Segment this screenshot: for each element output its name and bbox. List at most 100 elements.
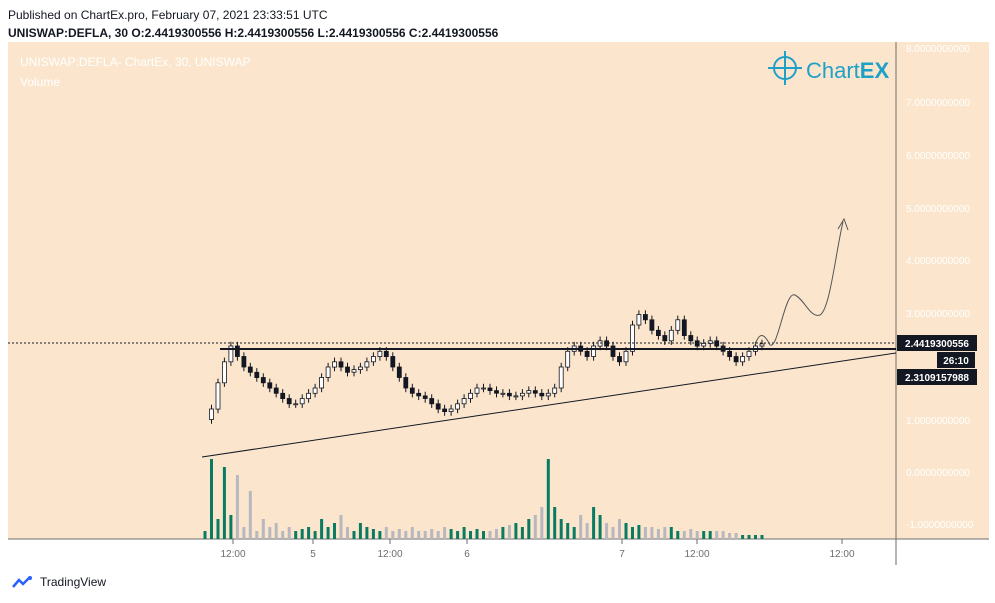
candle-body <box>740 356 745 363</box>
y-tick-label: 6.0000000000 <box>906 151 970 162</box>
candle-body <box>681 319 687 336</box>
volume-bar <box>216 519 220 539</box>
candle-body <box>299 398 305 405</box>
x-tick-label: 12:00 <box>829 549 854 560</box>
volume-bar <box>242 527 246 539</box>
volume-bar <box>618 519 621 539</box>
volume-bar <box>747 535 751 539</box>
candle-body <box>474 387 480 394</box>
price-badge-label: 2.4419300556 <box>905 339 969 350</box>
candle-body <box>610 345 616 357</box>
volume-bar <box>229 515 233 539</box>
plot-area <box>8 42 896 539</box>
volume-bar <box>469 531 472 539</box>
candle-body <box>707 340 713 344</box>
candle-body <box>209 408 214 420</box>
y-tick-label: 7.0000000000 <box>906 98 970 109</box>
x-tick-label: 12:00 <box>684 549 709 560</box>
candle-body <box>325 366 331 378</box>
projection-arrow-icon <box>837 217 849 231</box>
volume-bar <box>255 531 259 539</box>
volume-bar <box>268 527 272 539</box>
candle-body <box>636 314 642 326</box>
volume-bar <box>546 459 550 539</box>
volume-bar <box>702 531 706 539</box>
candle-body <box>630 324 635 352</box>
volume-bar <box>404 531 408 539</box>
volume-bar <box>527 519 531 539</box>
candle-body <box>306 392 312 399</box>
volume-label: Volume <box>20 75 60 89</box>
volume-bar <box>365 527 369 539</box>
volume-bar <box>585 523 589 539</box>
candle-body <box>221 361 227 384</box>
candle-body <box>345 366 350 373</box>
price-badge-line <box>897 369 977 385</box>
volume-bar <box>676 531 680 539</box>
y-tick-label: 0.0000000000 <box>906 468 970 479</box>
price-badge-label: 26:10 <box>943 356 969 367</box>
candle-body <box>442 408 448 412</box>
candle-body <box>468 392 473 399</box>
volume-bar <box>643 527 647 539</box>
volume-bar <box>294 531 298 539</box>
volume-bar <box>669 527 673 539</box>
candle-body <box>435 403 441 410</box>
volume-bar <box>507 525 511 539</box>
candle-body <box>746 350 752 357</box>
volume-bar <box>300 529 304 539</box>
x-tick-label: 12:00 <box>220 549 245 560</box>
candle-body <box>312 387 318 394</box>
candle-body <box>286 398 292 405</box>
candle-body <box>448 408 454 412</box>
volume-bar <box>708 531 712 539</box>
volume-bar <box>371 529 375 539</box>
chartex-logo: ChartEX <box>768 51 889 85</box>
candle-body <box>520 392 525 397</box>
volume-bar <box>462 527 466 539</box>
volume-bar <box>443 527 447 539</box>
volume-bar <box>624 523 628 539</box>
candle-body <box>422 395 428 399</box>
y-tick-label: 5.0000000000 <box>906 204 970 215</box>
candle-body <box>481 387 486 390</box>
volume-bar <box>656 529 660 539</box>
volume-bar <box>307 527 311 539</box>
volume-bar <box>235 475 239 539</box>
candle-body <box>584 350 590 357</box>
ohlc-line: UNISWAP:DEFLA, 30 O:2.4419300556 H:2.441… <box>8 26 499 40</box>
volume-bar <box>287 527 291 539</box>
volume-bar <box>689 529 693 539</box>
candle-body <box>364 361 370 368</box>
volume-bar <box>358 523 362 539</box>
candle-body <box>532 390 538 394</box>
volume-bar <box>222 467 226 539</box>
candle-body <box>396 366 402 378</box>
volume-bar <box>572 527 576 539</box>
volume-bar <box>397 529 401 539</box>
volume-bar <box>715 531 719 539</box>
volume-bar <box>456 531 460 539</box>
price-axis <box>896 42 989 539</box>
volume-bar <box>734 533 738 539</box>
tradingview-brand: TradingView <box>40 575 107 589</box>
candle-body <box>234 345 240 357</box>
candle-body <box>487 387 493 391</box>
candle-body <box>643 314 648 321</box>
volume-bar <box>520 527 524 539</box>
candle-body <box>668 329 674 342</box>
volume-bar <box>682 531 686 539</box>
candle-body <box>293 403 299 406</box>
volume-bar <box>482 531 485 539</box>
volume-bar <box>760 535 764 539</box>
y-tick-label: 1.0000000000 <box>906 416 970 427</box>
volume-bar <box>436 531 440 539</box>
volume-bar <box>553 507 557 539</box>
chartex-logo-text: ChartEX <box>806 58 889 83</box>
volume-bar <box>695 531 699 539</box>
candle-body <box>429 398 435 405</box>
volume-bar <box>533 515 537 539</box>
volume-bar <box>637 525 641 539</box>
candle-body <box>267 382 273 389</box>
volume-bar <box>261 519 265 539</box>
